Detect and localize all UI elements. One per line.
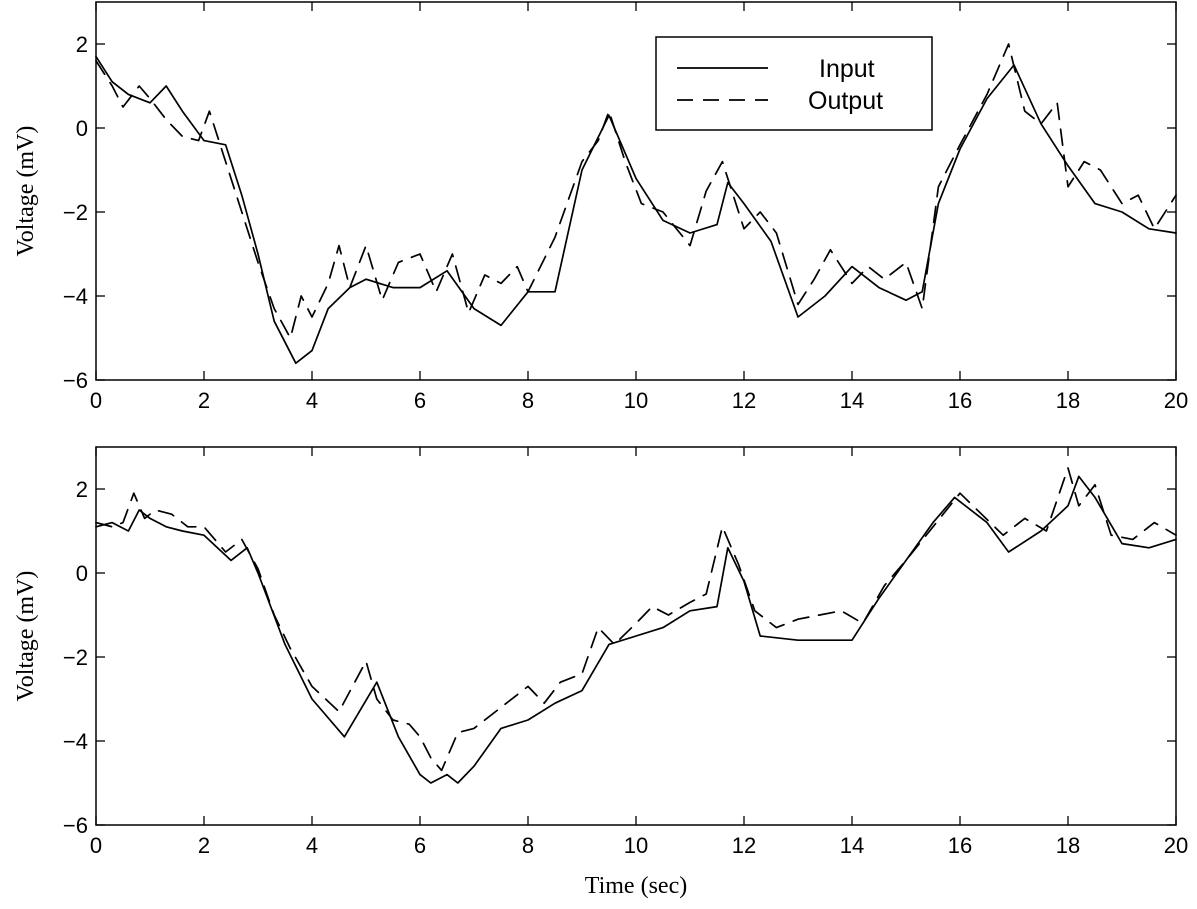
x-tick-label: 4 <box>306 388 318 413</box>
bottom-chart-y-tick-labels: −6 −4 −2 0 2 <box>63 477 88 838</box>
y-tick-label: −2 <box>63 200 88 225</box>
y-tick-label: 2 <box>76 32 88 57</box>
y-tick-label: −6 <box>63 368 88 393</box>
top-chart-y-axis-title: Voltage (mV) <box>13 126 39 257</box>
x-tick-label: 2 <box>198 833 210 858</box>
bottom-chart-ticks <box>95 447 1177 826</box>
legend-box <box>655 36 933 131</box>
x-tick-label: 20 <box>1164 833 1188 858</box>
legend: Input Output <box>655 36 933 131</box>
x-tick-label: 8 <box>522 833 534 858</box>
x-tick-label: 10 <box>624 388 648 413</box>
y-tick-label: −4 <box>63 284 88 309</box>
x-tick-label: 10 <box>624 833 648 858</box>
x-tick-label: 4 <box>306 833 318 858</box>
x-tick-label: 12 <box>732 833 756 858</box>
x-tick-label: 16 <box>948 833 972 858</box>
y-tick-label: 2 <box>76 477 88 502</box>
y-tick-label: −4 <box>63 729 88 754</box>
bottom-chart-series <box>95 467 1177 784</box>
bottom-chart-panel: 0 2 4 6 8 10 12 14 16 18 20 −6−4−202 Voltage (mV) … <box>13 446 1188 899</box>
x-tick-label: 14 <box>840 388 864 413</box>
x-tick-label: 18 <box>1056 833 1080 858</box>
bottom-chart-output-line <box>95 467 1177 772</box>
x-tick-label: 18 <box>1056 388 1080 413</box>
x-tick-label: 2 <box>198 388 210 413</box>
x-tick-label: 14 <box>840 833 864 858</box>
top-chart-ticks <box>95 2 1177 381</box>
x-tick-label: 0 <box>90 833 102 858</box>
x-tick-label: 6 <box>414 833 426 858</box>
legend-input-label: Input <box>819 55 875 83</box>
top-chart-series <box>95 43 1177 365</box>
y-tick-label: −2 <box>63 645 88 670</box>
x-tick-label: 16 <box>948 388 972 413</box>
bottom-chart-input-line <box>95 475 1177 784</box>
top-chart-x-tick-labels: 0 2 4 6 8 10 12 14 16 18 20 <box>90 388 1188 413</box>
top-chart-input-line <box>95 55 1177 365</box>
top-chart-panel: 0 2 4 6 8 10 12 14 16 18 20 −6−4−202 Voltage (mV) … <box>13 1 1188 413</box>
x-tick-label: 8 <box>522 388 534 413</box>
legend-output-label: Output <box>808 87 883 115</box>
y-tick-label: −6 <box>63 813 88 838</box>
x-tick-label: 0 <box>90 388 102 413</box>
x-tick-label: 6 <box>414 388 426 413</box>
y-tick-label: 0 <box>76 116 88 141</box>
bottom-chart-y-axis-title: Voltage (mV) <box>13 571 39 702</box>
x-axis-title: Time (sec) <box>585 873 687 899</box>
bottom-chart-x-tick-labels: 0 2 4 6 8 10 12 14 16 18 20 <box>90 833 1188 858</box>
x-tick-label: 12 <box>732 388 756 413</box>
top-chart-y-tick-labels: −6 −4 −2 0 2 <box>63 32 88 393</box>
top-chart-output-line <box>95 43 1177 339</box>
x-tick-label: 20 <box>1164 388 1188 413</box>
y-tick-label: 0 <box>76 561 88 586</box>
